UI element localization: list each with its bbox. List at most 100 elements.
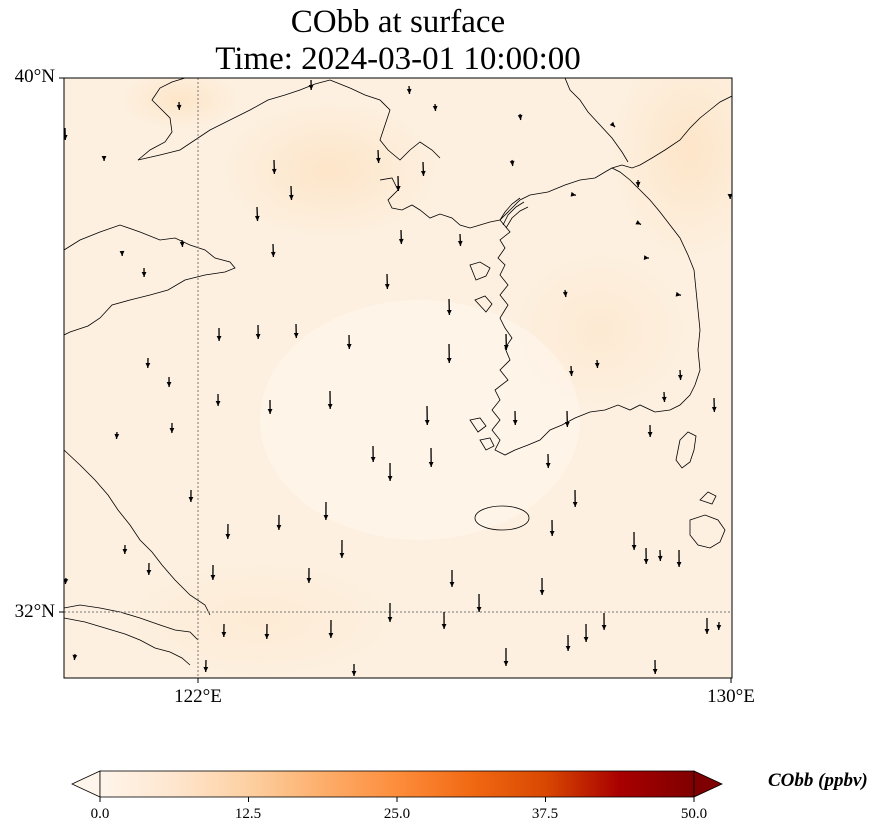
wind-vector-head-1 [101, 155, 107, 161]
wind-vector-head-53 [387, 475, 393, 481]
wind-vector-head-73 [449, 582, 455, 587]
wind-vector-head-81 [583, 636, 589, 642]
wind-vector-head-80 [565, 645, 571, 651]
wind-vector-head-7 [406, 88, 412, 94]
wind-vector-head-52 [428, 461, 434, 467]
wind-vector-head-74 [476, 606, 482, 612]
wind-vector-head-84 [716, 624, 722, 630]
map-subtitle-time: Time: 2024-03-01 10:00:00 [215, 41, 581, 77]
wind-vector-head-22 [727, 193, 732, 199]
wind-vector-head-76 [221, 631, 227, 637]
wind-vector-head-62 [210, 574, 216, 580]
wind-vector-head-0 [64, 134, 68, 140]
lat-label-32n: 32°N [14, 601, 55, 622]
colorbar-tick-25: 25.0 [383, 806, 411, 822]
wind-vector-head-45 [114, 433, 120, 439]
map-title: CObb at surface [290, 4, 506, 40]
wind-vector-head-77 [264, 633, 270, 639]
wind-vector-head-4 [288, 194, 294, 200]
wind-vector-head-60 [122, 548, 128, 554]
lon-label-122e: 122°E [174, 686, 222, 707]
wind-vector-head-15 [398, 238, 404, 244]
wind-vector-head-27 [270, 251, 276, 257]
wind-vector-head-37 [215, 400, 221, 406]
wind-vector-head-5 [254, 215, 260, 221]
wind-vector-head-66 [549, 530, 555, 536]
wind-vector-head-26 [179, 241, 185, 247]
wind-vector-head-39 [327, 403, 333, 409]
colorbar-tick-50: 50.0 [680, 806, 708, 822]
wind-vector-head-49 [661, 396, 667, 402]
wind-vector-head-72 [387, 617, 393, 622]
wind-vector-head-35 [145, 362, 151, 368]
colorbar-high-extend [693, 770, 723, 798]
wind-vector-head-32 [293, 332, 299, 338]
wind-vector-head-83 [704, 629, 710, 634]
gridlines [64, 78, 732, 678]
wind-vector-head-67 [631, 544, 637, 550]
wind-vector-head-57 [225, 533, 231, 539]
wind-vector-head-42 [568, 370, 574, 376]
wind-vector-head-31 [255, 333, 261, 339]
wind-vector-head-14 [420, 170, 426, 176]
wind-vector-head-54 [545, 462, 551, 468]
wind-vector-head-65 [572, 501, 578, 507]
colorbar-gradient [99, 770, 695, 798]
axis-ticks [59, 77, 732, 683]
wind-vector-head-79 [441, 623, 447, 629]
wind-vector-head-68 [643, 558, 649, 564]
wind-vector-head-9 [517, 114, 523, 120]
wind-vector-head-23 [562, 291, 568, 297]
wind-vector-head-82 [601, 624, 607, 630]
colorbar-tick-37-5: 37.5 [531, 806, 559, 822]
wind-vector-head-36 [166, 381, 172, 387]
wind-vector-head-17 [570, 191, 576, 197]
wind-vector-head-70 [676, 561, 682, 567]
wind-vector-head-58 [276, 524, 282, 530]
wind-vector-head-25 [141, 271, 147, 277]
map-frame [63, 77, 733, 679]
wind-vector-head-11 [609, 121, 615, 127]
wind-vector-head-30 [216, 335, 222, 341]
wind-vector-head-55 [647, 431, 653, 437]
wind-vector-head-48 [564, 421, 570, 427]
colorbar-tick-12-5: 12.5 [234, 806, 262, 822]
wind-vector-head-12 [375, 157, 381, 163]
wind-vector-head-33 [346, 343, 352, 349]
colorbar-tick-0: 0.0 [90, 806, 110, 822]
wind-vector-head-21 [675, 291, 681, 297]
wind-vector-head-20 [643, 255, 649, 260]
coastlines [64, 78, 732, 666]
wind-vector-head-61 [146, 569, 152, 575]
lon-label-130e: 130°E [707, 686, 755, 707]
wind-vector-head-28 [384, 283, 390, 289]
wind-vector-head-19 [635, 220, 641, 225]
wind-vector-head-89 [652, 668, 658, 674]
wind-vector-head-46 [169, 427, 175, 433]
wind-vector-head-24 [119, 250, 125, 256]
wind-vector-head-38 [267, 408, 273, 414]
wind-vector-head-10 [509, 160, 515, 166]
colorbar [71, 770, 723, 802]
wind-vectors [64, 79, 732, 676]
wind-vector-head-64 [339, 552, 345, 558]
wind-vector-head-44 [677, 374, 683, 380]
wind-vector-head-69 [657, 555, 663, 561]
wind-vector-head-3 [271, 168, 277, 174]
wind-vector-head-40 [446, 357, 452, 363]
lat-label-40n: 40°N [14, 66, 55, 87]
wind-vector-head-51 [370, 456, 376, 462]
wind-vector-head-34 [503, 344, 509, 350]
concentration-field [64, 78, 732, 678]
wind-vector-head-63 [306, 577, 312, 583]
wind-vector-head-47 [512, 419, 518, 425]
wind-vector-head-85 [72, 654, 78, 660]
wind-vector-head-43 [594, 362, 600, 368]
colorbar-low-extend [71, 770, 101, 798]
wind-vector-head-75 [539, 589, 545, 595]
wind-vector-head-2 [176, 104, 182, 110]
wind-vector-head-13 [395, 185, 401, 191]
wind-vector-head-88 [503, 661, 509, 666]
wind-vector-head-78 [328, 632, 334, 638]
